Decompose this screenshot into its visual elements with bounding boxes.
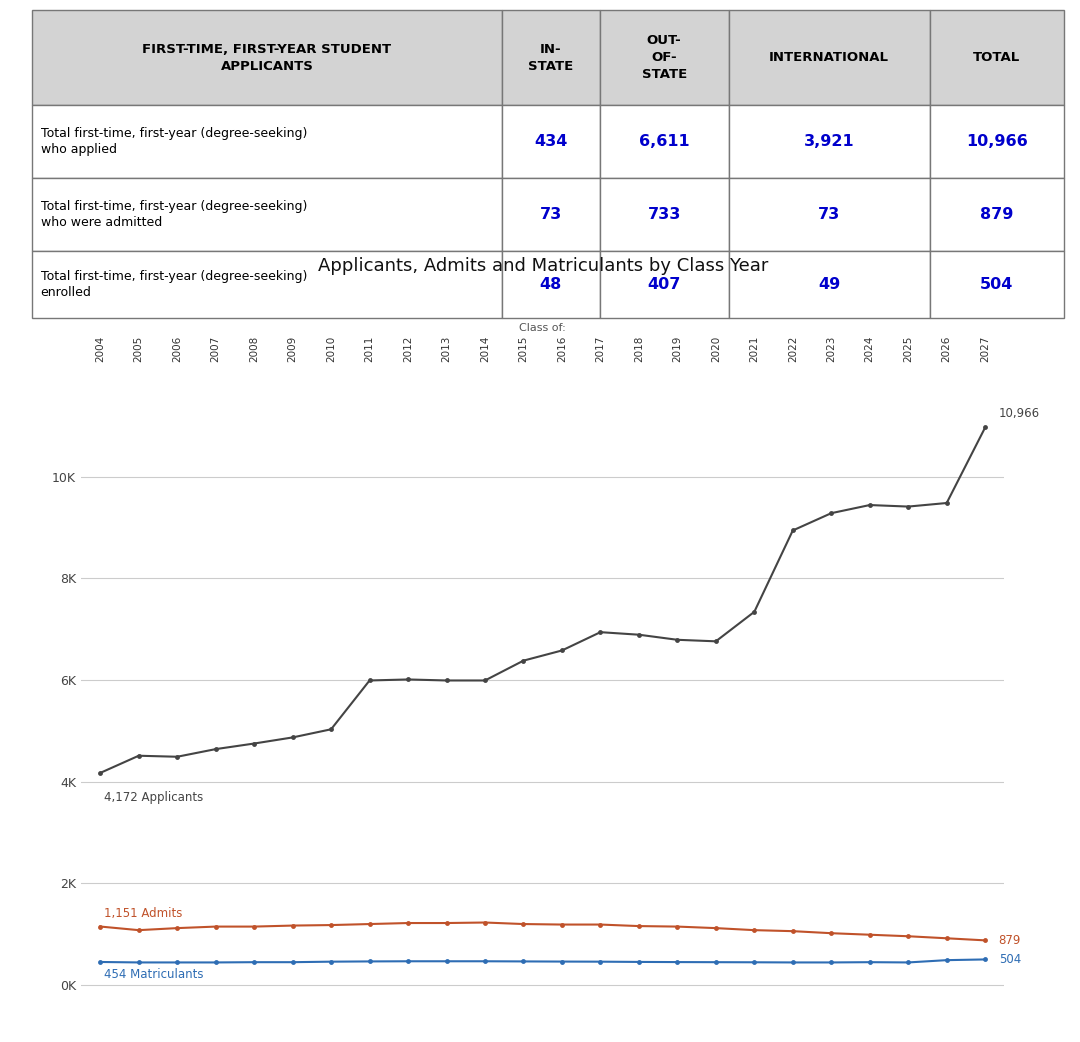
Bar xyxy=(32,178,502,251)
Text: 454 Matriculants: 454 Matriculants xyxy=(104,968,204,982)
Bar xyxy=(729,178,930,251)
Bar xyxy=(502,251,599,318)
Text: 10,966: 10,966 xyxy=(999,406,1040,420)
Text: 6,611: 6,611 xyxy=(638,134,689,149)
Text: INTERNATIONAL: INTERNATIONAL xyxy=(769,51,889,65)
Bar xyxy=(599,251,729,318)
Bar xyxy=(729,105,930,178)
Bar xyxy=(502,10,599,105)
Text: 73: 73 xyxy=(818,207,840,222)
Bar xyxy=(930,178,1064,251)
Bar xyxy=(599,178,729,251)
Bar xyxy=(32,105,502,178)
Bar xyxy=(729,251,930,318)
X-axis label: Class of:: Class of: xyxy=(519,323,566,333)
Text: 48: 48 xyxy=(540,277,562,292)
Bar xyxy=(32,251,502,318)
Text: 504: 504 xyxy=(999,953,1021,966)
Bar xyxy=(729,10,930,105)
Bar xyxy=(32,10,502,105)
Text: 879: 879 xyxy=(999,934,1021,947)
Text: FIRST-TIME, FIRST-YEAR STUDENT
APPLICANTS: FIRST-TIME, FIRST-YEAR STUDENT APPLICANT… xyxy=(143,43,392,73)
Text: 10,966: 10,966 xyxy=(966,134,1028,149)
Text: 1,151 Admits: 1,151 Admits xyxy=(104,908,183,920)
Bar xyxy=(599,10,729,105)
Text: 73: 73 xyxy=(540,207,562,222)
Text: Total first-time, first-year (degree-seeking)
who were admitted: Total first-time, first-year (degree-see… xyxy=(41,200,307,229)
Text: 3,921: 3,921 xyxy=(804,134,854,149)
Text: 434: 434 xyxy=(534,134,567,149)
Text: 49: 49 xyxy=(818,277,840,292)
Bar xyxy=(502,105,599,178)
Text: IN-
STATE: IN- STATE xyxy=(528,43,573,73)
Text: Total first-time, first-year (degree-seeking)
who applied: Total first-time, first-year (degree-see… xyxy=(41,127,307,156)
Text: TOTAL: TOTAL xyxy=(973,51,1021,65)
Text: Applicants, Admits and Matriculants by Class Year: Applicants, Admits and Matriculants by C… xyxy=(318,256,768,275)
Bar xyxy=(930,105,1064,178)
Text: Total first-time, first-year (degree-seeking)
enrolled: Total first-time, first-year (degree-see… xyxy=(41,270,307,299)
Text: OUT-
OF-
STATE: OUT- OF- STATE xyxy=(642,34,687,81)
Bar xyxy=(930,10,1064,105)
Text: 4,172 Applicants: 4,172 Applicants xyxy=(104,791,203,803)
Text: 733: 733 xyxy=(647,207,680,222)
Bar xyxy=(599,105,729,178)
Text: 407: 407 xyxy=(647,277,680,292)
Text: 879: 879 xyxy=(980,207,1013,222)
Text: 504: 504 xyxy=(980,277,1013,292)
Bar xyxy=(930,251,1064,318)
Bar xyxy=(502,178,599,251)
